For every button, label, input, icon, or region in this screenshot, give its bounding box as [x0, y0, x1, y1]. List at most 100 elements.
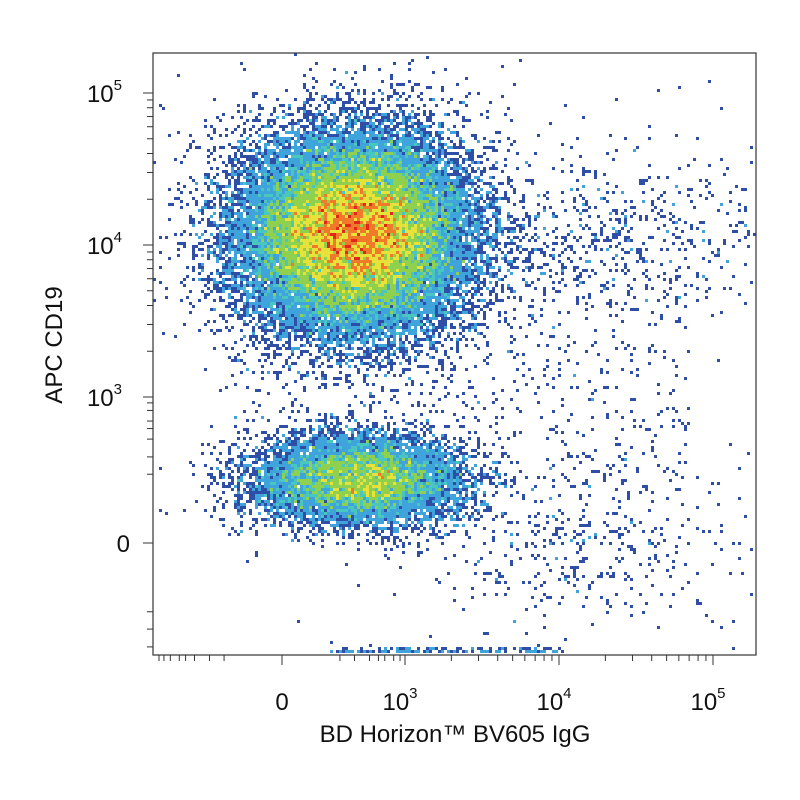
event-dot — [360, 221, 363, 224]
event-dot — [414, 128, 417, 131]
event-dot — [411, 116, 414, 119]
event-dot — [363, 92, 366, 95]
event-dot — [159, 266, 162, 269]
event-dot — [219, 215, 222, 218]
event-dot — [477, 167, 480, 170]
event-dot — [381, 158, 384, 161]
event-dot — [402, 263, 405, 266]
event-dot — [369, 272, 372, 275]
event-dot — [495, 218, 498, 221]
event-dot — [261, 260, 264, 263]
event-dot — [312, 233, 315, 236]
event-dot — [297, 206, 300, 209]
event-dot — [333, 98, 336, 101]
event-dot — [336, 206, 339, 209]
event-dot — [213, 149, 216, 152]
event-dot — [345, 143, 348, 146]
event-dot — [315, 80, 318, 83]
event-dot — [228, 221, 231, 224]
event-dot — [282, 260, 285, 263]
event-dot — [270, 221, 273, 224]
event-dot — [456, 266, 459, 269]
event-dot — [282, 179, 285, 182]
event-dot — [429, 266, 432, 269]
event-dot — [375, 161, 378, 164]
event-dot — [216, 191, 219, 194]
event-dot — [486, 182, 489, 185]
event-dot — [405, 269, 408, 272]
event-dot — [315, 239, 318, 242]
event-dot — [483, 167, 486, 170]
event-dot — [327, 188, 330, 191]
event-dot — [441, 176, 444, 179]
event-dot — [393, 203, 396, 206]
event-dot — [342, 158, 345, 161]
event-dot — [405, 236, 408, 239]
event-dot — [273, 236, 276, 239]
event-dot — [369, 212, 372, 215]
event-dot — [264, 188, 267, 191]
event-dot — [402, 137, 405, 140]
event-dot — [270, 209, 273, 212]
event-dot — [744, 236, 747, 239]
event-dot — [393, 110, 396, 113]
event-dot — [693, 206, 696, 209]
event-dot — [312, 116, 315, 119]
event-dot — [237, 191, 240, 194]
event-dot — [447, 206, 450, 209]
event-dot — [285, 218, 288, 221]
event-dot — [417, 191, 420, 194]
event-dot — [237, 224, 240, 227]
event-dot — [606, 239, 609, 242]
event-dot — [249, 212, 252, 215]
event-dot — [489, 182, 492, 185]
event-dot — [318, 128, 321, 131]
event-dot — [210, 215, 213, 218]
event-dot — [231, 221, 234, 224]
event-dot — [237, 110, 240, 113]
event-dot — [702, 221, 705, 224]
event-dot — [321, 227, 324, 230]
event-dot — [240, 197, 243, 200]
event-dot — [450, 263, 453, 266]
event-dot — [423, 131, 426, 134]
event-dot — [405, 203, 408, 206]
event-dot — [456, 152, 459, 155]
event-dot — [366, 194, 369, 197]
event-dot — [375, 119, 378, 122]
event-dot — [288, 185, 291, 188]
event-dot — [414, 266, 417, 269]
event-dot — [285, 209, 288, 212]
event-dot — [399, 140, 402, 143]
event-dot — [492, 206, 495, 209]
event-dot — [372, 236, 375, 239]
event-dot — [414, 242, 417, 245]
event-dot — [171, 203, 174, 206]
event-dot — [333, 167, 336, 170]
event-dot — [435, 212, 438, 215]
event-dot — [252, 218, 255, 221]
event-dot — [423, 248, 426, 251]
event-dot — [315, 233, 318, 236]
event-dot — [357, 266, 360, 269]
event-dot — [270, 119, 273, 122]
event-dot — [366, 188, 369, 191]
event-dot — [492, 140, 495, 143]
event-dot — [393, 239, 396, 242]
event-dot — [411, 266, 414, 269]
event-dot — [267, 155, 270, 158]
event-dot — [342, 107, 345, 110]
event-dot — [477, 266, 480, 269]
event-dot — [336, 233, 339, 236]
event-dot — [276, 272, 279, 275]
event-dot — [426, 188, 429, 191]
event-dot — [222, 251, 225, 254]
event-dot — [291, 272, 294, 275]
event-dot — [441, 200, 444, 203]
event-dot — [468, 158, 471, 161]
event-dot — [423, 236, 426, 239]
event-dot — [489, 266, 492, 269]
event-dot — [444, 254, 447, 257]
event-dot — [345, 221, 348, 224]
event-dot — [264, 254, 267, 257]
